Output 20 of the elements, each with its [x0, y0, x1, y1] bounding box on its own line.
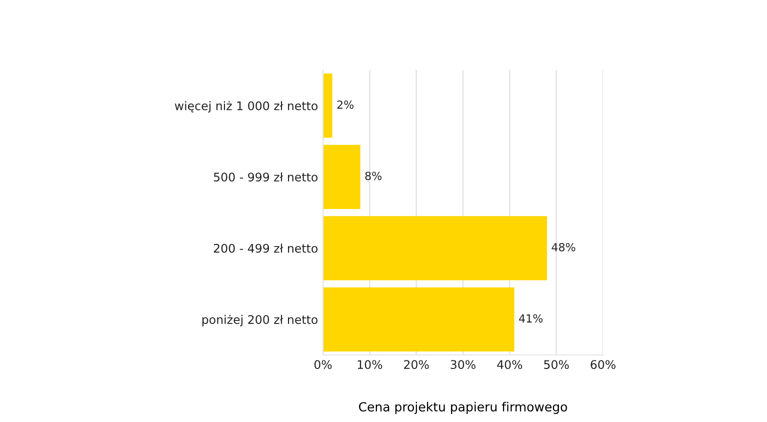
data-label: 2%	[337, 100, 354, 109]
x-axis-title: Cena projektu papieru firmowego	[358, 402, 568, 414]
x-tick-label: 0%	[314, 360, 332, 369]
bar	[323, 74, 332, 138]
y-tick-label: 200 - 499 zł netto	[214, 244, 318, 253]
x-tick-label: 50%	[544, 360, 569, 369]
y-tick-label: więcej niż 1 000 zł netto	[174, 101, 318, 113]
x-tick-label: 10%	[358, 360, 382, 369]
bar	[323, 216, 547, 280]
data-label: 41%	[519, 314, 543, 323]
y-tick-label: poniżej 200 zł netto	[202, 314, 318, 326]
data-label: 48%	[552, 242, 576, 252]
y-tick-label: 500 - 999 zł netto	[214, 172, 318, 182]
x-tick-label: 40%	[497, 360, 522, 369]
bar	[323, 287, 514, 352]
x-tick-label: 20%	[404, 360, 429, 369]
bar	[323, 144, 360, 209]
x-tick-label: 30%	[450, 360, 476, 369]
x-tick-label: 60%	[590, 360, 616, 369]
data-label: 8%	[365, 172, 382, 180]
